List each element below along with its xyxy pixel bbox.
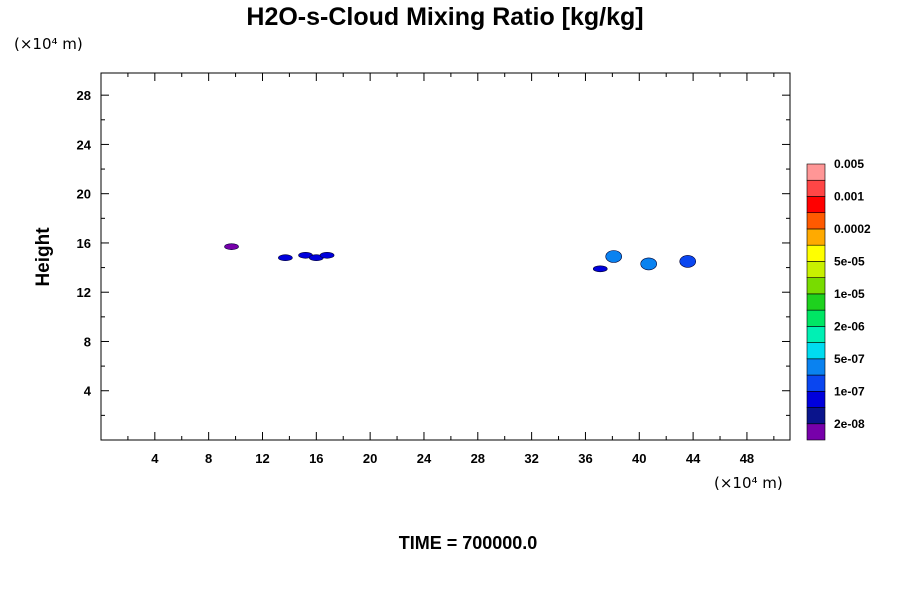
x-tick-label: 16	[309, 451, 323, 466]
colorbar-label: 2e-08	[834, 417, 865, 431]
y-tick-label: 16	[77, 236, 91, 251]
colorbar-swatch	[806, 244, 826, 262]
x-tick-label: 12	[255, 451, 269, 466]
cloud-features	[224, 243, 697, 273]
cloud-feature	[640, 257, 658, 271]
colorbar-swatch	[806, 407, 826, 425]
x-tick-label: 48	[740, 451, 754, 466]
x-axis: 4 8 12 16 20 24 28 32 36 40 44 48	[127, 73, 775, 466]
chart-title: H2O-s-Cloud Mixing Ratio [kg/kg]	[246, 3, 643, 31]
x-tick-label: 20	[363, 451, 377, 466]
x-tick-label: 32	[524, 451, 538, 466]
y-tick-label: 24	[77, 137, 92, 152]
colorbar-swatch	[806, 212, 826, 230]
y-tick-label: 12	[77, 285, 91, 300]
x-tick-label: 24	[417, 451, 432, 466]
colorbar-swatch	[806, 309, 826, 327]
x-tick-label: 40	[632, 451, 646, 466]
colorbar-label: 1e-05	[834, 287, 865, 301]
plot-frame	[100, 72, 791, 441]
cloud-feature	[278, 254, 293, 262]
cloud-feature	[319, 251, 335, 259]
colorbar-swatch	[806, 342, 826, 360]
colorbar-swatch	[806, 293, 826, 311]
colorbar-swatch	[806, 179, 826, 197]
cloud-feature	[605, 250, 623, 263]
x-tick-label: 4	[151, 451, 159, 466]
colorbar-swatch	[806, 163, 826, 181]
colorbar-label: 0.001	[834, 189, 864, 203]
y-axis: 4 8 12 16 20 24 28	[77, 88, 790, 416]
colorbar-label: 5e-05	[834, 254, 865, 268]
x-axis-unit: (×10⁴ m)	[714, 474, 783, 492]
colorbar-label: 0.0002	[834, 222, 871, 236]
colorbar-label: 1e-07	[834, 384, 865, 398]
colorbar-swatch	[806, 196, 826, 214]
colorbar-label: 2e-06	[834, 319, 865, 333]
colorbar-swatch	[806, 326, 826, 343]
colorbar-swatch	[806, 277, 826, 295]
time-label: TIME = 700000.0	[399, 533, 538, 553]
colorbar-swatch	[806, 358, 826, 376]
x-tick-label: 8	[205, 451, 212, 466]
colorbar-swatch	[806, 390, 826, 408]
cloud-feature	[679, 255, 697, 268]
cloud-feature	[224, 243, 239, 250]
colorbar-label: 0.005	[834, 157, 864, 171]
colorbar-swatch	[806, 228, 826, 246]
colorbar: 2e-08 1e-07 5e-07 2e-06 1e-05 5e-05 0.0002 0.00…	[806, 157, 871, 441]
y-tick-label: 4	[84, 384, 92, 399]
y-axis-unit: (×10⁴ m)	[14, 35, 83, 53]
x-tick-label: 28	[471, 451, 485, 466]
x-tick-label: 36	[578, 451, 592, 466]
cloud-feature	[592, 265, 608, 273]
colorbar-swatch	[806, 261, 826, 278]
colorbar-swatch	[806, 423, 826, 441]
colorbar-label: 5e-07	[834, 352, 865, 366]
y-tick-label: 20	[77, 187, 91, 202]
y-axis-label: Height	[33, 227, 54, 287]
y-tick-label: 8	[84, 334, 91, 349]
x-tick-label: 44	[686, 451, 701, 466]
y-tick-label: 28	[77, 88, 91, 103]
colorbar-swatch	[806, 374, 826, 392]
